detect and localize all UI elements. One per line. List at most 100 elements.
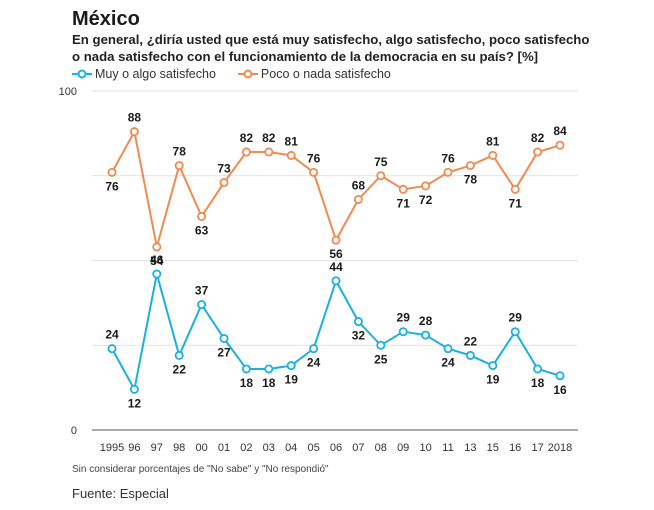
data-label: 16 (553, 383, 567, 397)
data-label: 88 (128, 111, 142, 125)
data-label: 72 (419, 193, 433, 207)
data-label: 28 (419, 314, 433, 328)
data-point (398, 184, 408, 194)
data-point (129, 384, 139, 394)
data-label: 81 (285, 134, 299, 148)
x-tick-label: 02 (240, 442, 252, 454)
data-label: 84 (553, 124, 567, 138)
data-label: 12 (128, 396, 142, 410)
data-point (152, 269, 162, 279)
legend-item-series-0: Muy o algo satisfecho (72, 67, 216, 81)
data-point (510, 184, 520, 194)
data-point (465, 350, 475, 360)
data-label: 25 (374, 352, 388, 366)
x-tick-label: 13 (464, 442, 476, 454)
data-label: 22 (173, 362, 187, 376)
y-tick-label: 0 (71, 425, 77, 437)
data-point (555, 371, 565, 381)
data-point (443, 167, 453, 177)
data-label: 81 (486, 134, 500, 148)
data-point (197, 300, 207, 310)
data-label: 78 (173, 145, 187, 159)
data-point (353, 317, 363, 327)
x-tick-label: 06 (330, 442, 342, 454)
data-point (219, 178, 229, 188)
footnote: Sin considerar porcentajes de "No sabe" … (72, 464, 329, 475)
data-point (286, 361, 296, 371)
data-label: 82 (240, 131, 254, 145)
data-point (197, 211, 207, 221)
data-point (309, 344, 319, 354)
x-tick-label: 16 (509, 442, 521, 454)
data-label: 75 (374, 155, 388, 169)
data-point (331, 276, 341, 286)
x-tick-label: 98 (173, 442, 185, 454)
x-tick-label: 03 (263, 442, 275, 454)
data-label: 29 (397, 311, 411, 325)
data-point (465, 161, 475, 171)
data-label: 29 (509, 311, 523, 325)
data-label: 24 (307, 356, 321, 370)
data-point (309, 167, 319, 177)
data-label: 82 (262, 131, 276, 145)
data-label: 32 (352, 329, 366, 343)
legend-marker-blue-icon (72, 69, 92, 79)
x-tick-label: 97 (151, 442, 163, 454)
x-tick-label: 11 (442, 442, 453, 454)
data-label: 78 (464, 173, 478, 187)
data-point (488, 361, 498, 371)
data-label: 46 (150, 253, 164, 267)
data-point (107, 344, 117, 354)
data-point (241, 364, 251, 374)
data-point (174, 350, 184, 360)
x-tick-label: 10 (419, 442, 431, 454)
x-tick-label: 2018 (548, 442, 572, 454)
data-point (421, 330, 431, 340)
data-label: 24 (441, 356, 455, 370)
x-tick-label: 17 (531, 442, 543, 454)
legend-marker-orange-icon (237, 69, 258, 79)
data-point (219, 333, 229, 343)
x-tick-label: 04 (285, 442, 297, 454)
data-label: 71 (397, 196, 411, 210)
data-label: 19 (285, 373, 299, 387)
x-tick-label: 09 (397, 442, 409, 454)
data-point (174, 161, 184, 171)
data-point (286, 150, 296, 160)
data-label: 27 (217, 345, 231, 359)
x-tick-label: 07 (352, 442, 364, 454)
data-point (533, 364, 543, 374)
data-label: 18 (531, 376, 545, 390)
data-label: 18 (240, 376, 254, 390)
data-label: 44 (329, 260, 343, 274)
x-tick-label: 00 (195, 442, 207, 454)
legend: Muy o algo satisfecho Poco o nada satisf… (72, 67, 413, 81)
x-tick-label: 08 (375, 442, 387, 454)
data-label: 63 (195, 223, 209, 237)
data-label: 73 (217, 162, 231, 176)
data-point (398, 327, 408, 337)
data-point (376, 171, 386, 181)
data-label: 22 (464, 334, 478, 348)
data-point (331, 235, 341, 245)
data-point (353, 194, 363, 204)
data-label: 76 (441, 151, 455, 165)
data-point (421, 181, 431, 191)
data-label: 56 (329, 247, 343, 261)
data-label: 76 (307, 151, 321, 165)
legend-item-series-1: Poco o nada satisfecho (237, 67, 391, 81)
x-tick-label: 1995 (100, 442, 124, 454)
data-label: 18 (262, 376, 276, 390)
data-point (533, 147, 543, 157)
data-point (152, 242, 162, 252)
chart-subtitle: En general, ¿diría usted que está muy sa… (72, 32, 590, 64)
legend-label-series-0: Muy o algo satisfecho (95, 67, 216, 81)
x-tick-label: 15 (487, 442, 499, 454)
chart-title: México (72, 8, 140, 30)
source-credit: Fuente: Especial (72, 486, 169, 501)
legend-label-series-1: Poco o nada satisfecho (260, 67, 391, 81)
data-label: 68 (352, 178, 366, 192)
data-label: 19 (486, 373, 500, 387)
data-point (555, 140, 565, 150)
